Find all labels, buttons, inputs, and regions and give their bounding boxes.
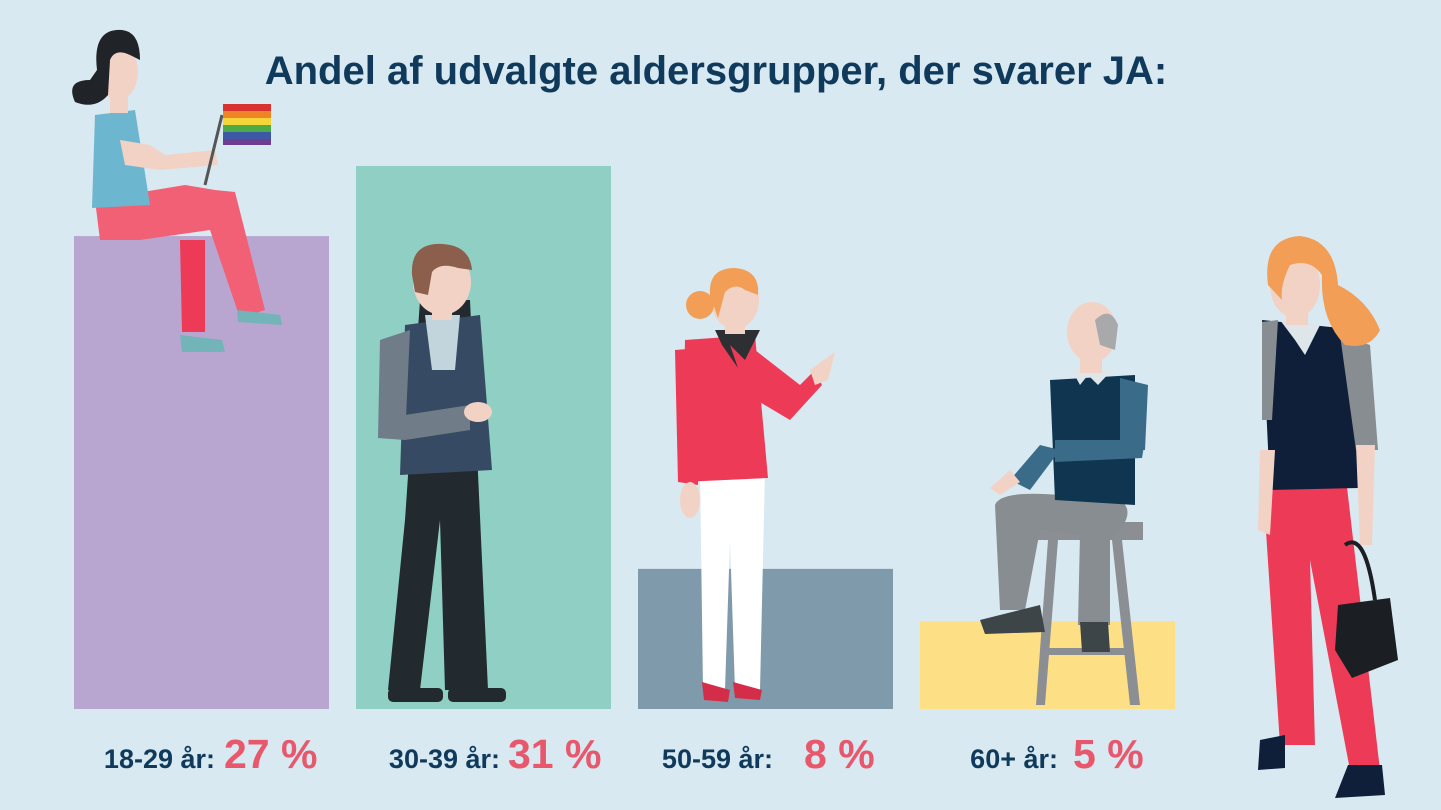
bar-3: [638, 568, 893, 709]
value-label-4: 5 %: [1073, 731, 1144, 777]
value-label-3: 8 %: [804, 731, 875, 777]
category-label-1: 18-29 år:: [104, 744, 215, 774]
value-label-2: 31 %: [508, 731, 601, 777]
value-label-1: 27 %: [224, 731, 317, 777]
woman-with-rainbow-flag-icon: [72, 29, 282, 352]
category-label-2: 30-39 år:: [389, 744, 500, 774]
label-group: 18-29 år: 27 % 30-39 år: 31 % 50-59 år: 8 % 60…: [104, 731, 1144, 777]
chart-title: Andel af udvalgte aldersgrupper, der sva…: [265, 49, 1168, 93]
rainbow-flag-icon: [223, 104, 271, 145]
woman-pointing-icon: [675, 268, 835, 702]
category-label-4: 60+ år:: [970, 744, 1058, 774]
elderly-man-on-stool-icon: [980, 302, 1148, 705]
woman-with-handbag-icon: [1258, 236, 1398, 798]
man-in-suit-icon: [378, 243, 506, 702]
category-label-3: 50-59 år:: [662, 744, 773, 774]
